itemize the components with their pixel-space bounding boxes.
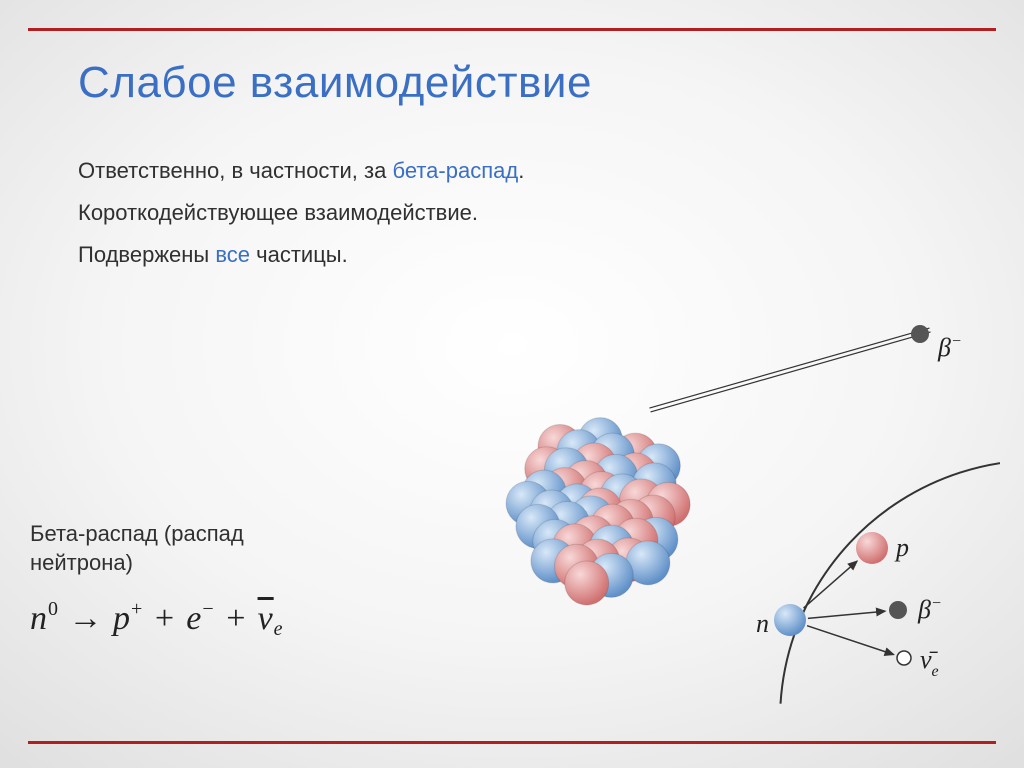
top-rule (28, 28, 996, 31)
text: . (518, 158, 524, 183)
beta-track (649, 325, 930, 412)
nucleus (506, 418, 690, 605)
decay-arrow (807, 626, 893, 655)
beta-particle-top (911, 325, 929, 343)
highlight-all: все (215, 242, 250, 267)
beta-track-line (649, 328, 929, 408)
page-title: Слабое взаимодействие (78, 58, 592, 108)
body-line-1: Ответственно, в частности, за бета-распа… (78, 150, 524, 192)
beta-decay-diagram: β− p β− ν̄e n (400, 300, 1000, 720)
eq-n-sup: 0 (48, 598, 59, 620)
decay-neutron (774, 604, 806, 636)
beta-track-line (651, 332, 931, 412)
eq-p-sup: + (131, 598, 143, 620)
eq-e-sup: − (202, 598, 214, 620)
label-beta-top: β− (937, 333, 962, 362)
text: Ответственно, в частности, за (78, 158, 392, 183)
decay-proton (856, 532, 888, 564)
eq-plus-1: + (153, 600, 186, 637)
decay-beta (889, 601, 907, 619)
decay-arrows (804, 561, 894, 654)
label-nu: ν̄e (920, 645, 939, 680)
body-line-2: Короткодействующее взаимодействие. (78, 192, 524, 234)
label-p: p (894, 533, 909, 562)
caption-line-1: Бета-распад (распад (30, 521, 244, 546)
proton-sphere (565, 561, 609, 605)
decay-antineutrino (897, 651, 911, 665)
eq-plus-2: + (224, 600, 257, 637)
text: Подвержены (78, 242, 215, 267)
bottom-rule (28, 741, 996, 744)
caption-line-2: нейтрона) (30, 550, 133, 575)
decay-arc (781, 460, 1000, 704)
decay-arrow (804, 561, 857, 608)
body-line-3: Подвержены все частицы. (78, 234, 524, 276)
eq-p: p (113, 600, 131, 637)
decay-equation: n0 → p+ + e− + νe (30, 598, 284, 641)
eq-nu-sub: e (274, 618, 284, 640)
decay-arrow (808, 611, 885, 618)
label-beta: β− (917, 595, 942, 624)
eq-arrow: → (69, 600, 114, 637)
eq-nu: ν (258, 600, 274, 637)
eq-n: n (30, 600, 48, 637)
label-n: n (756, 609, 769, 638)
body-text: Ответственно, в частности, за бета-распа… (78, 150, 524, 275)
caption: Бета-распад (распад нейтрона) (30, 520, 244, 577)
highlight-beta: бета-распад (392, 158, 518, 183)
eq-e: e (186, 600, 202, 637)
text: частицы. (250, 242, 348, 267)
